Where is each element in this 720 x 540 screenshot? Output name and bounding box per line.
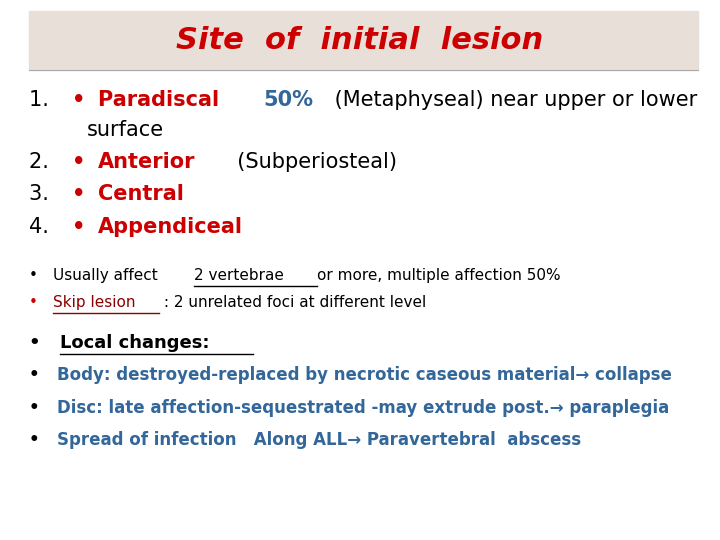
Text: •: •	[29, 399, 51, 417]
Text: surface: surface	[86, 119, 163, 140]
Text: 3.: 3.	[29, 184, 62, 205]
Text: 2.: 2.	[29, 152, 62, 172]
Text: 1.: 1.	[29, 90, 62, 110]
Text: Central: Central	[98, 184, 184, 205]
Text: Site  of  initial  lesion: Site of initial lesion	[176, 26, 544, 55]
Text: •: •	[29, 431, 51, 449]
Text: •: •	[29, 366, 51, 384]
Text: •: •	[71, 90, 92, 110]
Text: •: •	[29, 268, 48, 283]
Text: or more, multiple affection 50%: or more, multiple affection 50%	[317, 268, 560, 283]
Text: •: •	[71, 152, 92, 172]
Text: •: •	[29, 295, 48, 310]
Text: Paradiscal: Paradiscal	[98, 90, 227, 110]
Text: Usually affect: Usually affect	[53, 268, 163, 283]
Text: Disc: late affection-sequestrated -may extrude post.→ paraplegia: Disc: late affection-sequestrated -may e…	[58, 399, 670, 417]
Text: 2 vertebrae: 2 vertebrae	[194, 268, 289, 283]
Text: Body: destroyed-replaced by necrotic caseous material→ collapse: Body: destroyed-replaced by necrotic cas…	[58, 366, 672, 384]
Text: •: •	[29, 334, 53, 352]
FancyBboxPatch shape	[29, 11, 698, 70]
Text: (Subperiosteal): (Subperiosteal)	[224, 152, 397, 172]
Text: Appendiceal: Appendiceal	[98, 217, 243, 237]
Text: Anterior: Anterior	[98, 152, 196, 172]
Text: 50%: 50%	[264, 90, 314, 110]
Text: Local changes:: Local changes:	[60, 334, 210, 352]
Text: •: •	[71, 217, 92, 237]
Text: (Metaphyseal) near upper or lower: (Metaphyseal) near upper or lower	[328, 90, 698, 110]
Text: •: •	[71, 184, 92, 205]
Text: Skip lesion: Skip lesion	[53, 295, 135, 310]
Text: Spread of infection   Along ALL→ Paravertebral  abscess: Spread of infection Along ALL→ Paraverte…	[58, 431, 582, 449]
Text: : 2 unrelated foci at different level: : 2 unrelated foci at different level	[159, 295, 426, 310]
Text: 4.: 4.	[29, 217, 62, 237]
